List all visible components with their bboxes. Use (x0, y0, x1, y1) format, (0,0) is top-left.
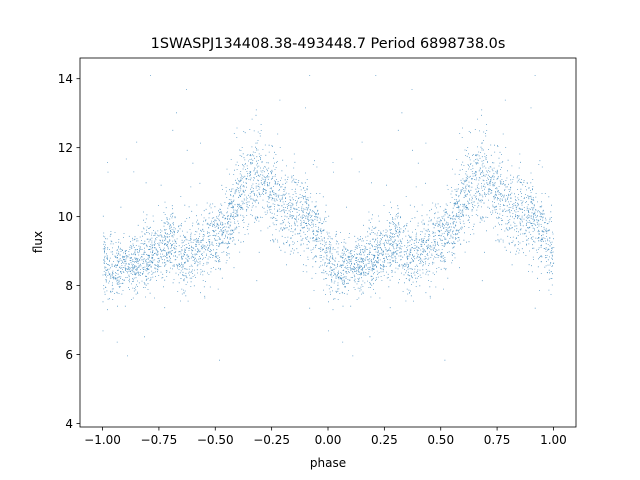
x-tick-label: 1.00 (540, 433, 567, 447)
y-axis-ticks: 4 6 8 10 12 14 (58, 72, 80, 431)
x-tick-label: −0.50 (197, 433, 234, 447)
x-tick-label: 0.75 (484, 433, 511, 447)
y-tick-label: 12 (58, 141, 73, 155)
x-axis-label: phase (310, 456, 346, 470)
x-axis-ticks: −1.00 −0.75 −0.50 −0.25 0.00 0.25 0.50 0.75 1.00 (84, 427, 567, 447)
x-tick-label: −1.00 (84, 433, 121, 447)
x-tick-label: 0.25 (371, 433, 398, 447)
y-axis-label: flux (31, 231, 45, 253)
y-tick-label: 10 (58, 210, 73, 224)
y-tick-label: 6 (65, 348, 73, 362)
y-tick-label: 8 (65, 279, 73, 293)
y-tick-label: 4 (65, 417, 73, 431)
x-tick-label: 0.00 (315, 433, 342, 447)
chart-title: 1SWASPJ134408.38-493448.7 Period 6898738… (151, 36, 506, 52)
x-tick-label: 0.50 (427, 433, 454, 447)
y-tick-label: 14 (58, 72, 73, 86)
x-tick-label: −0.25 (253, 433, 290, 447)
x-tick-label: −0.75 (141, 433, 178, 447)
